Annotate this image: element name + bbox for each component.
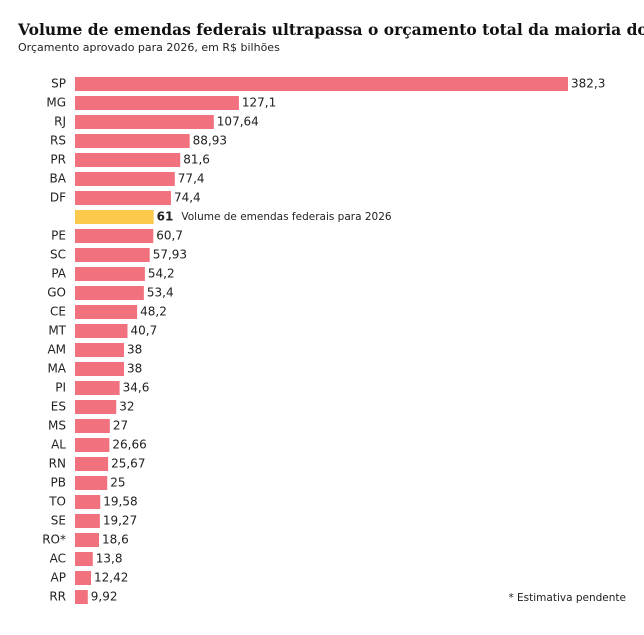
bar xyxy=(75,115,214,129)
bar xyxy=(75,172,175,186)
value-label: 19,27 xyxy=(103,514,137,528)
y-tick-label: RS xyxy=(50,134,66,148)
bar xyxy=(75,476,108,490)
value-label: 74,4 xyxy=(174,191,201,205)
value-label: 25 xyxy=(110,476,125,490)
y-tick-label: PA xyxy=(51,267,66,281)
bar xyxy=(75,267,145,281)
bar xyxy=(75,305,138,319)
y-tick-label: RR xyxy=(49,590,66,604)
y-tick-label: ES xyxy=(51,400,66,414)
chart-title: Volume de emendas federais ultrapassa o … xyxy=(17,20,644,39)
y-tick-label: AM xyxy=(47,343,66,357)
y-tick-label: MT xyxy=(48,324,66,338)
value-label: 12,42 xyxy=(94,571,128,585)
value-label: 9,92 xyxy=(91,590,118,604)
y-tick-label: MA xyxy=(47,362,66,376)
bar xyxy=(75,571,92,585)
bar xyxy=(75,343,125,357)
bar xyxy=(75,533,99,547)
value-label: 32 xyxy=(119,400,134,414)
value-label: 25,67 xyxy=(111,457,145,471)
chart-subtitle: Orçamento aprovado para 2026, em R$ bilh… xyxy=(18,41,280,54)
value-label: 107,64 xyxy=(217,115,259,129)
bar xyxy=(75,495,101,509)
footnote: * Estimativa pendente xyxy=(508,592,626,604)
value-label: 88,93 xyxy=(193,134,227,148)
value-label: 382,3 xyxy=(571,77,605,91)
value-label: 77,4 xyxy=(178,172,205,186)
y-tick-label: SE xyxy=(51,514,66,528)
value-label: 61 xyxy=(157,210,174,224)
value-label: 38 xyxy=(127,343,142,357)
value-label: 81,6 xyxy=(183,153,210,167)
value-label: 40,7 xyxy=(130,324,157,338)
y-tick-label: RN xyxy=(49,457,66,471)
bar xyxy=(75,419,110,433)
value-label: 38 xyxy=(127,362,142,376)
annotation: Volume de emendas federais para 2026 xyxy=(181,211,392,223)
bar xyxy=(75,286,144,300)
y-tick-label: PI xyxy=(55,381,66,395)
bar xyxy=(75,210,154,224)
value-label: 54,2 xyxy=(148,267,175,281)
value-label: 13,8 xyxy=(96,552,123,566)
y-tick-label: TO xyxy=(48,495,66,509)
y-tick-label: SP xyxy=(51,77,66,91)
bar xyxy=(75,552,93,566)
bar xyxy=(75,153,181,167)
bar xyxy=(75,77,568,91)
bar xyxy=(75,134,190,148)
y-tick-label: MG xyxy=(46,96,66,110)
y-tick-label: AP xyxy=(51,571,66,585)
bar xyxy=(75,96,239,110)
bar xyxy=(75,381,120,395)
y-tick-label: PE xyxy=(51,229,66,243)
value-label: 18,6 xyxy=(102,533,129,547)
bar xyxy=(75,248,150,262)
y-tick-label: RO* xyxy=(42,533,66,547)
value-label: 127,1 xyxy=(242,96,276,110)
value-label: 26,66 xyxy=(112,438,146,452)
value-label: 19,58 xyxy=(103,495,137,509)
bar xyxy=(75,438,110,452)
value-label: 48,2 xyxy=(140,305,167,319)
y-tick-label: PR xyxy=(50,153,66,167)
y-tick-label: AL xyxy=(51,438,66,452)
value-label: 27 xyxy=(113,419,128,433)
bar xyxy=(75,400,117,414)
y-tick-label: SC xyxy=(50,248,66,262)
y-tick-label: PB xyxy=(51,476,66,490)
value-label: 34,6 xyxy=(123,381,150,395)
bar xyxy=(75,514,100,528)
bar xyxy=(75,590,88,604)
value-label: 57,93 xyxy=(153,248,187,262)
bar xyxy=(75,362,125,376)
value-label: 53,4 xyxy=(147,286,174,300)
y-tick-label: MS xyxy=(48,419,66,433)
value-label: 60,7 xyxy=(156,229,183,243)
y-tick-label: GO xyxy=(47,286,66,300)
bar xyxy=(75,457,109,471)
y-tick-label: RJ xyxy=(54,115,66,129)
y-tick-label: AC xyxy=(50,552,66,566)
y-tick-label: BA xyxy=(50,172,67,186)
y-tick-label: DF xyxy=(50,191,66,205)
bar xyxy=(75,191,171,205)
y-tick-label: CE xyxy=(50,305,66,319)
bar xyxy=(75,324,128,338)
bar xyxy=(75,229,154,243)
